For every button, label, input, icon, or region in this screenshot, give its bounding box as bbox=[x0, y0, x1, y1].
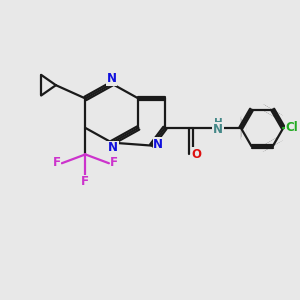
Text: H: H bbox=[214, 118, 222, 128]
Text: N: N bbox=[107, 72, 117, 85]
Text: O: O bbox=[192, 148, 202, 161]
Text: N: N bbox=[108, 141, 118, 154]
Text: N: N bbox=[213, 123, 223, 136]
Text: F: F bbox=[52, 156, 61, 169]
Text: N: N bbox=[107, 141, 117, 154]
Text: F: F bbox=[81, 175, 89, 188]
Text: F: F bbox=[110, 156, 118, 169]
Text: N: N bbox=[153, 138, 163, 151]
Text: Cl: Cl bbox=[286, 122, 298, 134]
